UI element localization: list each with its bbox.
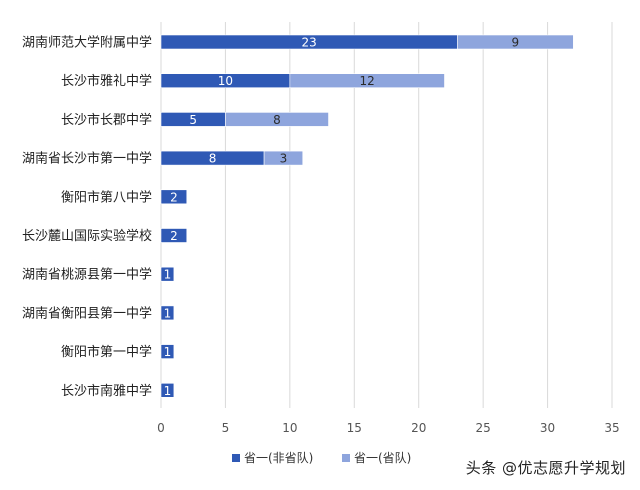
bar-segment — [160, 189, 188, 205]
category-label: 湖南省衡阳县第一中学 — [22, 305, 152, 321]
legend-label: 省一(省队) — [354, 450, 411, 465]
x-tick-label: 35 — [604, 421, 619, 435]
category-label: 长沙市南雅中学 — [61, 383, 152, 399]
x-tick-label: 15 — [347, 421, 362, 435]
legend-label: 省一(非省队) — [244, 450, 313, 465]
category-label: 湖南省桃源县第一中学 — [22, 267, 152, 283]
category-label: 长沙市长郡中学 — [61, 112, 152, 128]
category-label: 衡阳市第八中学 — [61, 189, 152, 205]
data-label: 1 — [164, 306, 172, 320]
data-label: 1 — [164, 268, 172, 282]
x-tick-label: 0 — [157, 421, 165, 435]
category-labels: 湖南师范大学附属中学长沙市雅礼中学长沙市长郡中学湖南省长沙市第一中学衡阳市第八中… — [22, 35, 152, 399]
data-label: 12 — [360, 74, 375, 88]
bar-segment — [457, 34, 574, 50]
bar-segment — [160, 228, 188, 243]
data-label: 23 — [302, 36, 317, 50]
bar-segment — [263, 150, 304, 166]
data-label: 1 — [164, 384, 172, 398]
data-label: 2 — [170, 229, 178, 243]
bar-segment — [160, 266, 175, 282]
legend: 省一(非省队) 省一(省队) — [232, 450, 411, 465]
data-label: 8 — [209, 152, 217, 166]
x-tick-label: 30 — [540, 421, 555, 435]
legend-swatch — [342, 454, 350, 462]
x-tick-label: 25 — [476, 421, 491, 435]
bar-segment — [160, 305, 175, 321]
data-label: 5 — [189, 113, 197, 127]
x-tick-label: 20 — [411, 421, 426, 435]
bars: 23 9 10 12 5 8 8 3 2 2 1 1 1 1 — [160, 34, 574, 398]
bar-segment — [225, 112, 329, 127]
x-axis-ticks: 0 5 10 15 20 25 30 35 — [157, 421, 619, 435]
category-label: 长沙麓山国际实验学校 — [22, 228, 152, 244]
category-label: 长沙市雅礼中学 — [61, 73, 152, 89]
data-label: 10 — [218, 74, 233, 88]
data-label: 8 — [273, 113, 281, 127]
category-label: 湖南省长沙市第一中学 — [22, 151, 152, 167]
data-label: 1 — [164, 345, 172, 359]
data-label: 3 — [280, 152, 288, 166]
x-tick-label: 5 — [222, 421, 230, 435]
category-label: 湖南师范大学附属中学 — [22, 35, 152, 51]
bar-segment — [289, 73, 445, 88]
bar-segment — [160, 344, 175, 359]
bar-segment — [160, 382, 175, 398]
data-label: 9 — [512, 36, 520, 50]
watermark-credit: 头条 @优志愿升学规划 — [465, 459, 626, 477]
x-tick-label: 10 — [282, 421, 297, 435]
legend-swatch — [232, 454, 240, 462]
data-label: 2 — [170, 190, 178, 204]
category-label: 衡阳市第一中学 — [61, 344, 152, 360]
